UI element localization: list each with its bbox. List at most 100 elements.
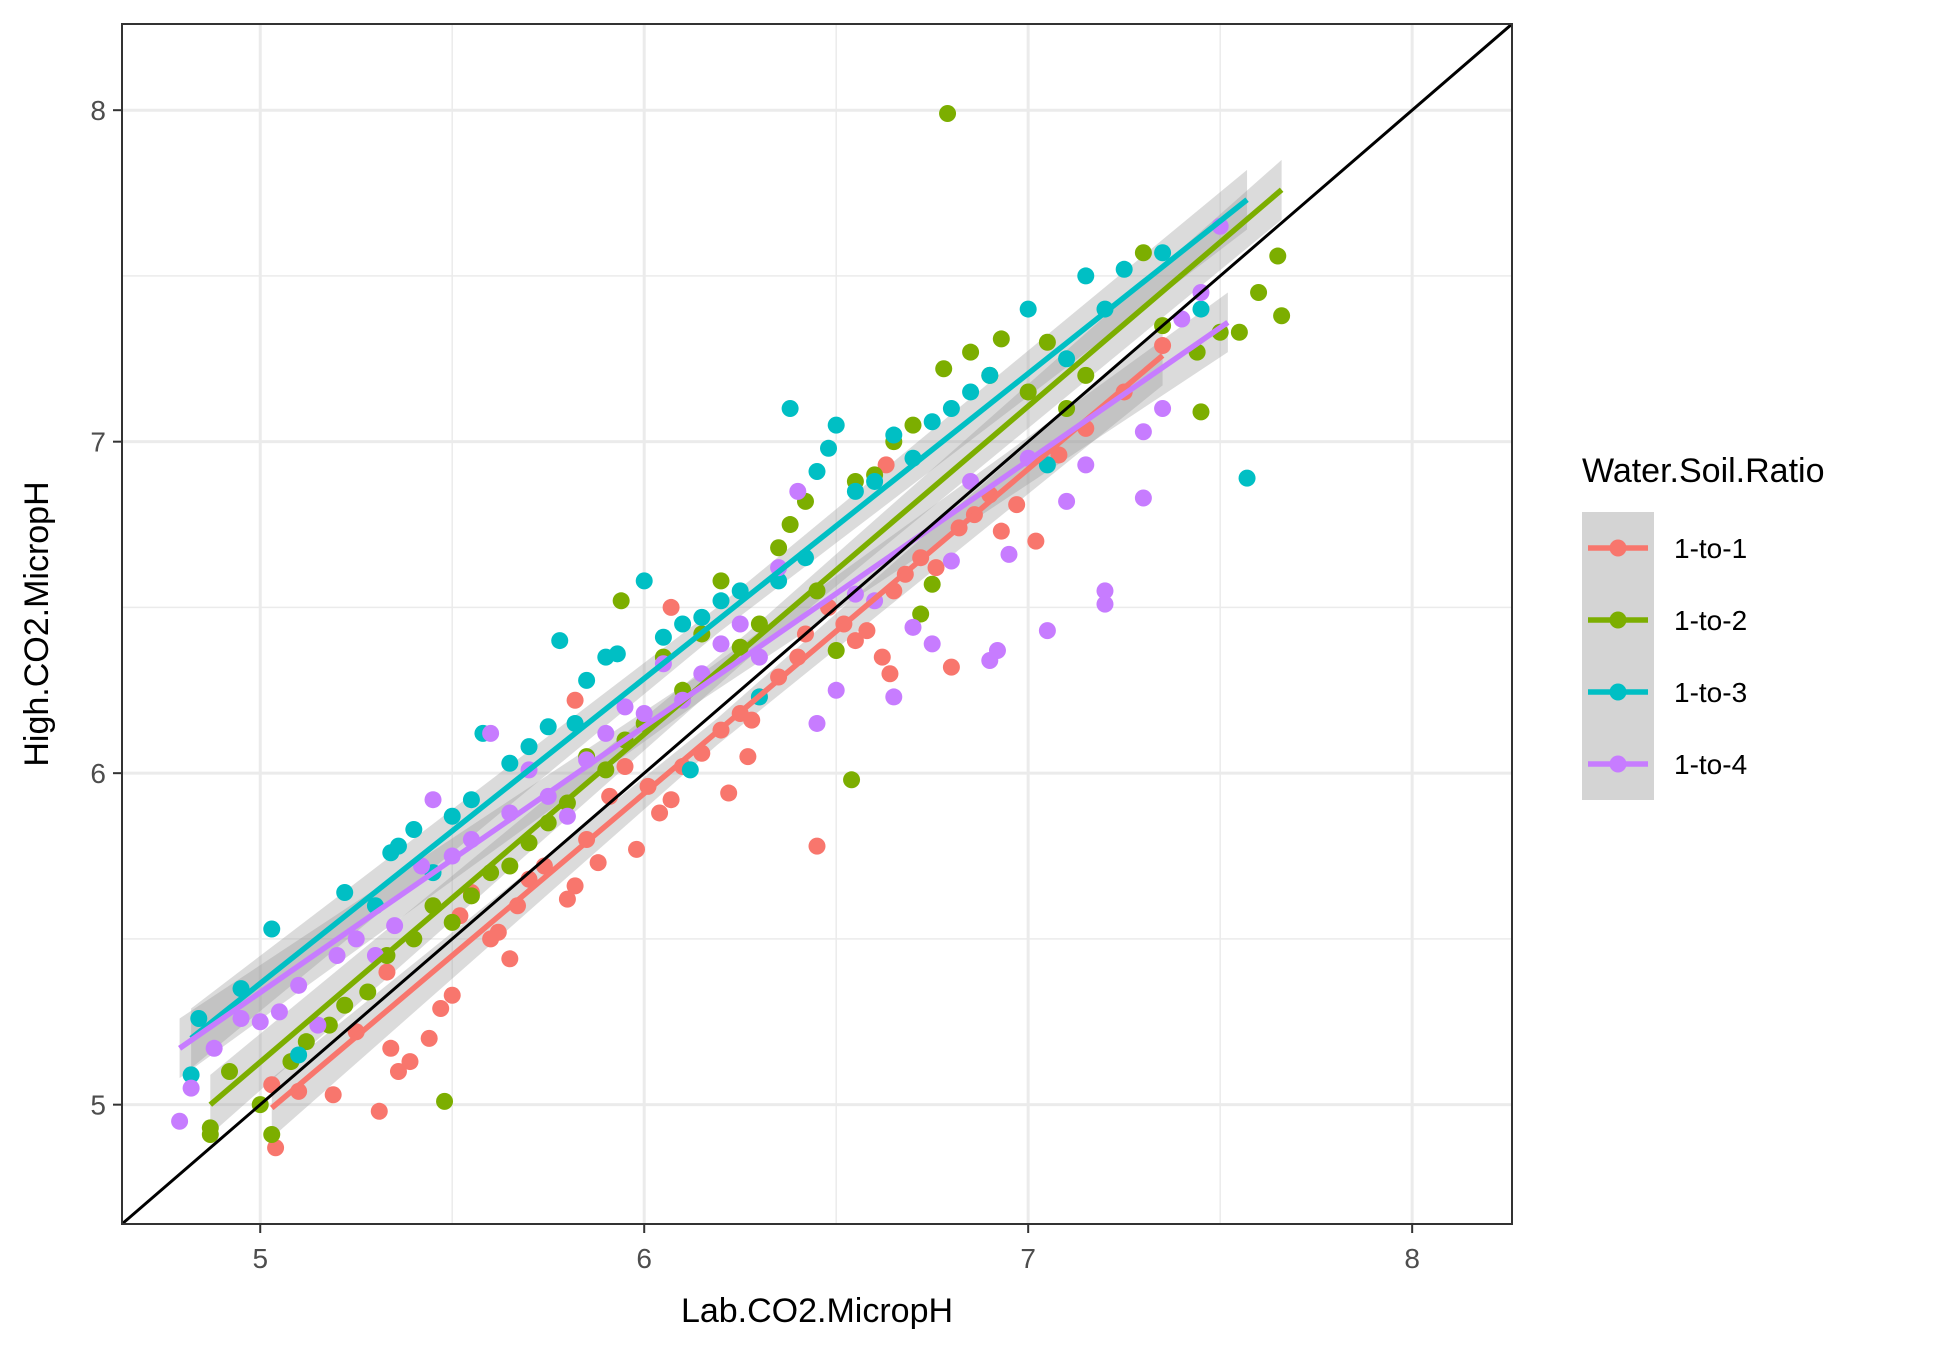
x-tick-label: 8 xyxy=(1404,1243,1420,1274)
data-point xyxy=(539,718,557,736)
data-point xyxy=(328,946,346,964)
data-point xyxy=(1230,323,1248,341)
data-point xyxy=(1173,310,1191,328)
x-tick-label: 5 xyxy=(252,1243,268,1274)
legend-label: 1-to-4 xyxy=(1674,749,1747,780)
data-point xyxy=(190,1009,208,1027)
data-point xyxy=(923,635,941,653)
data-point xyxy=(205,1039,223,1057)
data-point xyxy=(270,1003,288,1021)
data-point xyxy=(558,890,576,908)
data-point xyxy=(424,791,442,809)
y-axis-title: High.CO2.MicropH xyxy=(18,481,56,766)
x-tick-label: 6 xyxy=(636,1243,652,1274)
data-point xyxy=(877,456,895,474)
data-point xyxy=(551,632,569,650)
data-point xyxy=(1134,489,1152,507)
legend-label: 1-to-3 xyxy=(1674,677,1747,708)
data-point xyxy=(336,996,354,1014)
y-tick-label: 8 xyxy=(90,95,106,126)
fit-line xyxy=(189,197,1249,1041)
data-point xyxy=(635,572,653,590)
data-point xyxy=(405,821,423,839)
data-point xyxy=(290,1046,308,1064)
data-point xyxy=(182,1079,200,1097)
x-axis-title: Lab.CO2.MicropH xyxy=(681,1292,953,1330)
data-point xyxy=(501,950,519,968)
data-point xyxy=(789,482,807,500)
data-point xyxy=(1115,260,1133,278)
data-point xyxy=(992,330,1010,348)
data-point xyxy=(904,618,922,636)
data-point xyxy=(297,1033,315,1051)
data-point xyxy=(731,582,749,600)
data-point xyxy=(808,714,826,732)
data-point xyxy=(923,575,941,593)
data-point xyxy=(858,622,876,640)
data-point xyxy=(201,1125,219,1143)
data-point xyxy=(1000,545,1018,563)
data-point xyxy=(608,645,626,663)
data-point xyxy=(739,748,757,766)
data-point xyxy=(720,784,738,802)
data-point xyxy=(962,472,980,490)
data-point xyxy=(597,724,615,742)
data-point xyxy=(309,1016,327,1034)
data-point xyxy=(558,807,576,825)
data-point xyxy=(923,413,941,431)
data-point xyxy=(1038,456,1056,474)
data-point xyxy=(808,463,826,481)
data-point xyxy=(770,539,788,557)
data-point xyxy=(482,724,500,742)
data-point xyxy=(981,366,999,384)
data-point xyxy=(389,1063,407,1081)
data-point xyxy=(912,605,930,623)
data-point xyxy=(1134,423,1152,441)
data-point xyxy=(1250,284,1268,302)
data-point xyxy=(578,671,596,689)
data-point xyxy=(221,1063,239,1081)
data-point xyxy=(324,1086,342,1104)
reference-line xyxy=(122,24,1512,1224)
data-point xyxy=(662,791,680,809)
data-point xyxy=(1192,300,1210,318)
data-point xyxy=(827,642,845,660)
data-point xyxy=(992,522,1010,540)
data-point xyxy=(443,913,461,931)
data-point xyxy=(942,552,960,570)
data-point xyxy=(939,105,957,123)
data-point xyxy=(628,840,646,858)
data-point xyxy=(654,628,672,646)
data-point xyxy=(347,930,365,948)
data-point xyxy=(336,884,354,902)
data-point xyxy=(1096,595,1114,613)
data-point xyxy=(436,1092,454,1110)
data-point xyxy=(846,585,864,603)
data-point xyxy=(846,632,864,650)
data-point xyxy=(827,416,845,434)
data-point xyxy=(1077,366,1095,384)
data-point xyxy=(935,360,953,378)
data-point xyxy=(232,1009,250,1027)
legend-key-point xyxy=(1609,611,1627,629)
data-point xyxy=(1192,403,1210,421)
data-point xyxy=(635,705,653,723)
data-point xyxy=(1154,337,1172,355)
data-point xyxy=(171,1112,189,1130)
data-point xyxy=(781,400,799,418)
data-point xyxy=(520,738,538,756)
data-point xyxy=(988,642,1006,660)
data-point xyxy=(846,482,864,500)
data-point xyxy=(616,758,634,776)
data-point xyxy=(681,761,699,779)
x-tick-label: 7 xyxy=(1020,1243,1036,1274)
data-point xyxy=(866,472,884,490)
data-point xyxy=(962,343,980,361)
data-point xyxy=(489,923,507,941)
fit-line xyxy=(178,320,1230,1051)
data-point xyxy=(942,658,960,676)
legend-key-point xyxy=(1609,539,1627,557)
y-tick-label: 6 xyxy=(90,758,106,789)
